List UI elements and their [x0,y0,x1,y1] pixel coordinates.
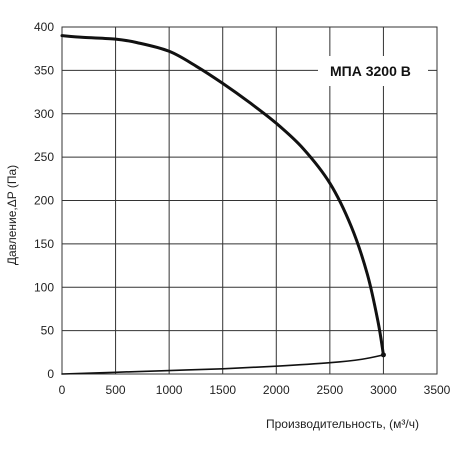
y-tick-label: 300 [34,107,54,121]
x-tick-label: 3500 [424,383,450,397]
x-tick-label: 1000 [156,383,183,397]
y-tick-label: 250 [34,150,54,164]
y-tick-label: 150 [34,237,54,251]
model-label-background [318,56,428,86]
chart-title: МПА 3200 В [330,63,411,79]
y-tick-label: 0 [47,367,54,381]
y-tick-label: 400 [34,20,54,34]
y-axis-label: Давление,ΔP (Па) [5,165,19,265]
x-tick-label: 1500 [209,383,236,397]
system-curve-line [61,354,385,375]
plot-frame [61,26,438,375]
x-tick-label: 0 [59,383,66,397]
y-tick-label: 200 [34,194,54,208]
y-tick-label: 50 [41,324,55,338]
x-tick-label: 2000 [263,383,290,397]
series-group [60,34,386,375]
y-tick-label: 350 [34,63,54,77]
y-tick-label: 100 [34,280,54,294]
x-tick-label: 2500 [317,383,344,397]
operating-point [380,352,386,358]
x-axis-label: Производительность, (м³/ч) [266,417,419,431]
pressure-curve-line [60,34,385,357]
x-tick-label: 3000 [370,383,397,397]
x-tick-label: 500 [106,383,126,397]
tick-labels: 0 500 1000 1500 2000 2500 3000 3500 0 50 100 150 200… [34,20,450,397]
